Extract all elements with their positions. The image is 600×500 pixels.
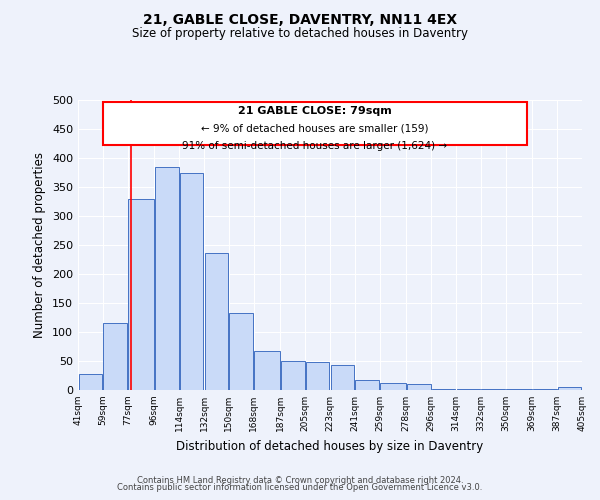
- Bar: [205, 253, 229, 390]
- Bar: [103, 322, 127, 390]
- Bar: [557, 387, 581, 390]
- Bar: [481, 389, 505, 390]
- Text: Contains HM Land Registry data © Crown copyright and database right 2024.: Contains HM Land Registry data © Crown c…: [137, 476, 463, 485]
- Bar: [128, 198, 154, 390]
- Bar: [179, 172, 203, 390]
- Y-axis label: Number of detached properties: Number of detached properties: [34, 152, 46, 338]
- Bar: [506, 389, 532, 390]
- Bar: [533, 389, 557, 390]
- Text: 21 GABLE CLOSE: 79sqm: 21 GABLE CLOSE: 79sqm: [238, 106, 392, 116]
- Text: Contains public sector information licensed under the Open Government Licence v3: Contains public sector information licen…: [118, 484, 482, 492]
- Text: 21, GABLE CLOSE, DAVENTRY, NN11 4EX: 21, GABLE CLOSE, DAVENTRY, NN11 4EX: [143, 12, 457, 26]
- Bar: [229, 314, 253, 390]
- Bar: [380, 383, 406, 390]
- Bar: [355, 380, 379, 390]
- Bar: [155, 166, 179, 390]
- Bar: [407, 384, 431, 390]
- Bar: [457, 389, 481, 390]
- Text: 91% of semi-detached houses are larger (1,624) →: 91% of semi-detached houses are larger (…: [182, 141, 448, 151]
- Text: ← 9% of detached houses are smaller (159): ← 9% of detached houses are smaller (159…: [201, 124, 428, 134]
- X-axis label: Distribution of detached houses by size in Daventry: Distribution of detached houses by size …: [176, 440, 484, 452]
- Bar: [79, 374, 103, 390]
- Bar: [281, 361, 305, 390]
- Bar: [254, 351, 280, 390]
- Bar: [331, 365, 355, 390]
- Text: Size of property relative to detached houses in Daventry: Size of property relative to detached ho…: [132, 28, 468, 40]
- Bar: [431, 389, 455, 390]
- Bar: [305, 362, 329, 390]
- FancyBboxPatch shape: [103, 102, 527, 145]
